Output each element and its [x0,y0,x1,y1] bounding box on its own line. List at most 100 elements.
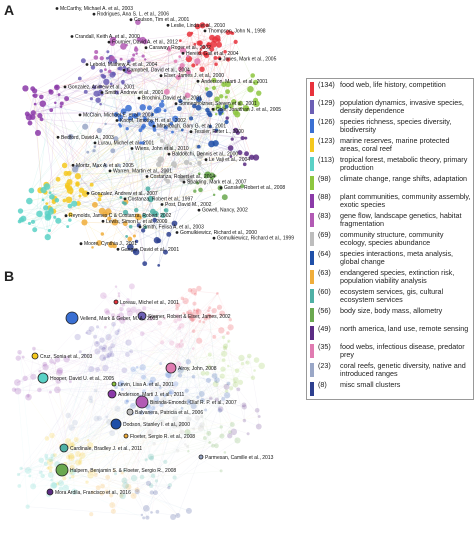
network-node [155,509,160,514]
network-edge [101,472,123,494]
network-edge [204,437,217,446]
network-node [227,364,230,368]
network-node [147,409,154,415]
network-node [104,308,110,314]
network-edge [25,349,105,379]
node-label: Moritz, Max A. et al., 2005 [76,163,134,169]
network-edge [177,293,218,346]
network-edge [151,512,178,516]
network-node [163,88,170,95]
network-node [225,116,229,120]
network-node [85,331,88,335]
network-edge [119,318,182,433]
network-edge [19,221,50,231]
network-edge [90,313,130,398]
node-label: Hereid, Gail et al., 2004 [186,51,239,57]
network-node [157,320,163,326]
network-node [65,412,72,419]
legend-label: food web, life history, competition [340,80,446,89]
network-node [135,365,139,369]
network-node [172,115,179,123]
network-edge [21,468,169,488]
network-edge [150,137,243,200]
network-edge [136,53,207,177]
network-edge [44,286,117,365]
network-edge [66,173,209,175]
network-node [98,345,103,350]
network-edge [42,400,203,477]
network-node [74,164,79,170]
network-edge [42,390,227,477]
network-edge [66,359,125,371]
network-edge [138,114,155,131]
network-edge [142,367,149,385]
network-node [178,342,185,348]
network-edge [119,119,143,128]
network-edge [51,361,58,390]
network-edge [167,146,198,182]
network-node [242,418,247,423]
network-node [75,181,80,186]
network-edge [146,508,152,513]
legend-label: species interactions, meta analysis, glo… [340,249,454,266]
network-node [56,369,63,376]
network-edge [158,223,175,266]
network-edge [127,392,171,402]
network-node [93,55,99,60]
network-edge [34,219,70,230]
network-node [95,97,101,103]
network-edge [257,410,259,427]
network-node [142,38,148,45]
network-edge [103,295,143,334]
network-node [205,107,210,113]
network-edge [41,65,194,190]
network-edge [64,402,146,479]
network-node [49,469,53,473]
highlight-node [101,219,105,223]
network-edge [188,375,215,402]
network-edge [129,59,146,73]
network-node [147,382,151,386]
network-node [175,512,181,518]
network-node [227,145,234,151]
network-node [68,212,73,217]
network-edge [168,353,225,376]
network-edge [236,359,257,371]
network-node [173,59,178,64]
network-edge [193,307,210,332]
network-edge [45,354,210,465]
network-edge [124,313,130,320]
network-node [193,189,197,193]
highlight-node [135,395,149,409]
network-node [118,66,123,71]
node-label: Wiens, John et al., 2010 [135,146,189,152]
legend-label: gene flow, landscape genetics, habitat f… [340,211,462,228]
network-edge [100,347,117,388]
network-edge [49,461,55,486]
network-node [175,306,179,311]
network-edge [193,59,229,66]
network-edge [177,386,227,516]
network-edge [34,57,96,91]
network-node [132,248,140,256]
network-edge [68,342,163,416]
network-node [134,207,139,213]
highlight-node [86,191,90,195]
network-node [186,54,190,58]
legend-count: (8) [318,380,327,389]
network-edge [90,318,165,398]
network-edge [153,355,250,409]
network-node [103,78,110,86]
network-edge [127,299,224,338]
network-node [186,71,190,74]
network-edge [141,492,156,516]
network-edge [149,107,176,120]
network-node [241,402,247,408]
network-edge [143,384,149,392]
network-edge [39,213,48,238]
network-node [240,184,245,189]
network-node [102,344,108,350]
network-node [184,443,187,446]
network-edge [120,384,134,406]
network-node [150,473,156,479]
